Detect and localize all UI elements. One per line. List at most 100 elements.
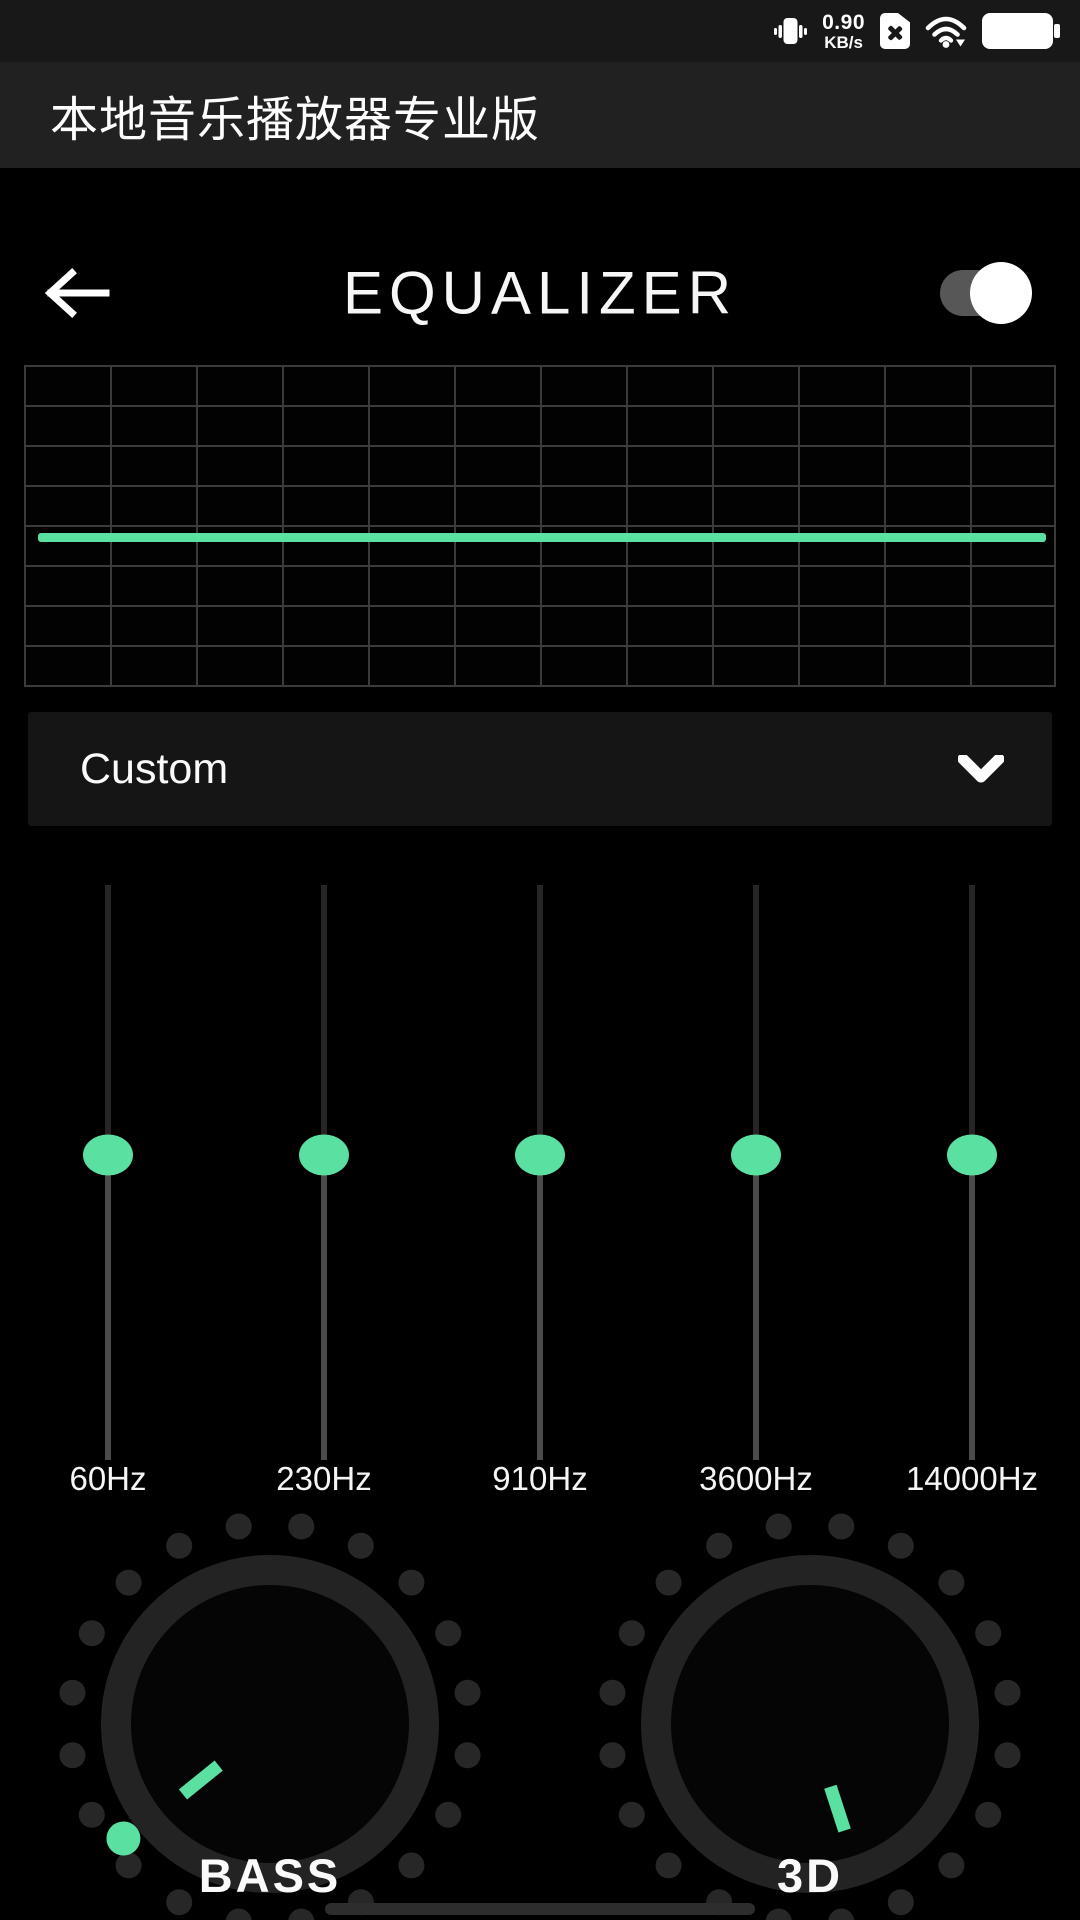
toggle-thumb[interactable] <box>970 261 1032 324</box>
knob-scale-dot <box>115 1852 142 1879</box>
band-slider[interactable] <box>515 885 565 1460</box>
knob-label: BASS <box>198 1849 342 1902</box>
knob-scale-dot <box>59 1742 86 1769</box>
status-bar: 0.90 KB/s <box>0 0 1080 62</box>
slider-thumb[interactable] <box>731 1134 781 1176</box>
knob-scale-dot <box>975 1801 1002 1828</box>
knob-ring <box>101 1555 439 1893</box>
knob-scale-dot <box>655 1569 682 1596</box>
knob-scale-dot <box>435 1620 462 1647</box>
network-speed: 0.90 KB/s <box>822 12 865 51</box>
band-label: 230Hz <box>276 1460 372 1497</box>
knob-scale-dot <box>887 1532 914 1559</box>
slider-track-upper <box>321 885 327 1156</box>
app-bar: 本地音乐播放器专业版 <box>0 62 1080 168</box>
knob-ring <box>641 1555 979 1893</box>
wifi-icon <box>925 16 967 48</box>
slider-track-lower <box>537 1155 543 1460</box>
knob-scale-dot <box>288 1513 315 1540</box>
knob-position-dot <box>106 1821 141 1856</box>
band-label: 14000Hz <box>905 1460 1039 1497</box>
knob-scale-dot <box>288 1908 315 1920</box>
page-title: EQUALIZER <box>342 259 738 326</box>
knob-scale-dot <box>599 1679 626 1706</box>
knob-scale-dot <box>938 1852 965 1879</box>
vibrate-icon <box>774 18 808 44</box>
slider-track-lower <box>105 1155 111 1460</box>
slider-track-upper <box>105 885 111 1156</box>
equalizer-toggle[interactable] <box>940 261 1032 324</box>
slider-track-lower <box>753 1155 759 1460</box>
knob-scale-dot <box>115 1569 142 1596</box>
battery-nub <box>1054 24 1060 38</box>
battery-full-icon <box>982 13 1062 49</box>
equalizer-header: EQUALIZER <box>0 230 1080 355</box>
knob-scale-dot <box>78 1801 105 1828</box>
slider-track-upper <box>753 885 759 1156</box>
knob-scale-dot <box>599 1742 626 1769</box>
knob-scale-dot <box>454 1742 481 1769</box>
band-230hz: 230Hz <box>216 880 432 1530</box>
knob-scale-dot <box>454 1679 481 1706</box>
knob-3d[interactable]: 3D <box>540 1508 1080 1920</box>
knob-indicator <box>824 1784 851 1833</box>
app-title: 本地音乐播放器专业版 <box>50 94 541 147</box>
network-speed-value: 0.90 <box>822 10 865 34</box>
knob-scale-dot <box>225 1513 252 1540</box>
knob-scale-dot <box>994 1742 1021 1769</box>
effect-knobs: BASS 3D <box>0 1508 1080 1920</box>
band-slider[interactable] <box>947 885 997 1460</box>
home-indicator[interactable] <box>325 1903 755 1915</box>
knob-scale-dot <box>887 1889 914 1916</box>
knob-dial[interactable] <box>54 1508 486 1920</box>
knob-bass[interactable]: BASS <box>0 1508 540 1920</box>
band-label: 910Hz <box>492 1460 588 1497</box>
band-slider[interactable] <box>731 885 781 1460</box>
slider-track-lower <box>969 1155 975 1460</box>
knob-scale-dot <box>975 1620 1002 1647</box>
knob-scale-dot <box>655 1852 682 1879</box>
knob-dial[interactable] <box>594 1508 1026 1920</box>
knob-scale-dot <box>225 1908 252 1920</box>
slider-thumb[interactable] <box>299 1134 349 1176</box>
band-label: 60Hz <box>69 1460 147 1497</box>
slider-track-lower <box>321 1155 327 1460</box>
back-button[interactable] <box>42 265 114 321</box>
knob-scale-dot <box>398 1852 425 1879</box>
knob-scale-dot <box>347 1532 374 1559</box>
slider-track-upper <box>537 885 543 1156</box>
knob-scale-dot <box>828 1513 855 1540</box>
knob-scale-dot <box>618 1620 645 1647</box>
chevron-down-icon <box>958 755 1004 783</box>
band-3600hz: 3600Hz <box>648 880 864 1530</box>
band-slider[interactable] <box>299 885 349 1460</box>
band-slider[interactable] <box>83 885 133 1460</box>
slider-thumb[interactable] <box>83 1134 133 1176</box>
preset-selected-value: Custom <box>80 744 229 793</box>
knob-scale-dot <box>994 1679 1021 1706</box>
slider-track-upper <box>969 885 975 1156</box>
knob-scale-dot <box>938 1569 965 1596</box>
band-60hz: 60Hz <box>0 880 216 1530</box>
knob-scale-dot <box>828 1908 855 1920</box>
network-speed-unit: KB/s <box>824 32 863 52</box>
knob-scale-dot <box>435 1801 462 1828</box>
band-14000hz: 14000Hz <box>864 880 1080 1530</box>
knob-scale-dot <box>706 1532 733 1559</box>
preset-dropdown[interactable]: Custom <box>28 712 1052 826</box>
slider-thumb[interactable] <box>515 1134 565 1176</box>
slider-thumb[interactable] <box>947 1134 997 1176</box>
band-label: 3600Hz <box>699 1460 813 1497</box>
knob-scale-dot <box>166 1889 193 1916</box>
sim-error-icon <box>880 13 910 49</box>
knob-scale-dot <box>166 1532 193 1559</box>
knob-scale-dot <box>765 1908 792 1920</box>
knob-indicator <box>178 1760 223 1800</box>
band-sliders: 60Hz 230Hz 910Hz 3600Hz 14000Hz <box>0 880 1080 1530</box>
knob-scale-dot <box>78 1620 105 1647</box>
knob-scale-dot <box>398 1569 425 1596</box>
knob-scale-dot <box>765 1513 792 1540</box>
battery-body <box>982 13 1053 49</box>
equalizer-graph <box>24 365 1056 687</box>
knob-scale-dot <box>618 1801 645 1828</box>
